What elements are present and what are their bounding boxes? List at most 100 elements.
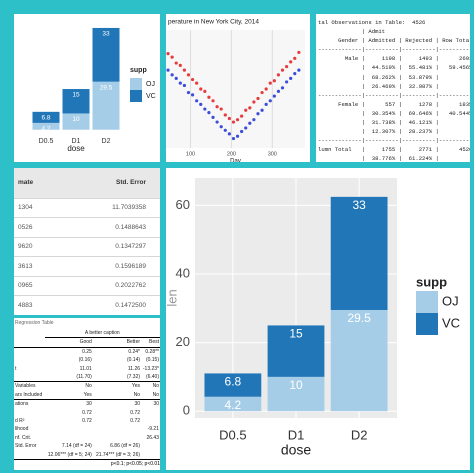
x-tick-label: 300 — [268, 151, 277, 157]
row: 0.25 0.24* 0.28** — [14, 347, 160, 356]
point — [195, 99, 199, 103]
point — [260, 108, 264, 112]
cell: 0.1472500 — [115, 302, 146, 309]
legend-label: OJ — [442, 293, 459, 308]
cell: 0.25 — [82, 348, 92, 355]
row: 0.72 0.72 — [14, 409, 160, 417]
value-label: 15 — [289, 327, 303, 341]
crosstab-line: | 26.469% | 32.987% | — [318, 82, 439, 90]
cell: (11.70) — [76, 374, 92, 381]
header-cell: Best — [148, 339, 159, 346]
point — [264, 102, 268, 106]
cell — [45, 434, 93, 442]
crosstab-line: | 38.776% | 61.224% | — [318, 155, 439, 162]
cell: (6.40) — [145, 374, 159, 381]
point — [211, 99, 215, 103]
bar-segment — [62, 113, 90, 130]
crosstab: tal Observations in Table: 4526 | Admit … — [318, 18, 470, 162]
point — [170, 55, 174, 59]
row: ations 30 30 30 — [14, 399, 160, 409]
cell — [141, 442, 160, 450]
point — [293, 72, 297, 76]
point — [244, 108, 248, 112]
legend-title: supp — [130, 67, 147, 74]
crosstab-line: -------------|----------|----------|----… — [318, 137, 470, 145]
point — [186, 73, 191, 77]
crosstab-line: | 31.738% | 46.121% | — [318, 119, 439, 127]
row: t 11.01 11.26 -13.23* — [14, 365, 160, 373]
point — [293, 56, 297, 60]
cell: -13.23* — [142, 365, 159, 372]
value-label: 29.5 — [100, 84, 113, 91]
cell: No — [85, 383, 92, 390]
y-tick-label: 0 — [183, 403, 190, 418]
cell — [14, 409, 45, 417]
point — [285, 80, 289, 84]
cell: 0.2022762 — [115, 282, 146, 290]
row: 12.06*** (df = 5; 24) 21.74*** (df = 3; 2… — [14, 451, 160, 459]
cell: 12.06*** (df = 5; 24) — [47, 451, 92, 458]
row: Std. Error 7.14 (df = 24) 6.86 (df = 26) — [14, 442, 160, 450]
row: 1304 11.7039358 — [14, 198, 160, 218]
point — [272, 79, 276, 83]
small-bar-panel: 4.2 6.8 D0.5 10 15 D1 29.5 33 D2 dose supp OJ VC — [14, 14, 160, 162]
bar-segment — [32, 122, 60, 130]
value-label: 33 — [102, 31, 110, 38]
estimates-table: mate Std. Error 1304 11.7039358 0526 0.148864… — [14, 168, 160, 315]
point — [215, 105, 219, 109]
point — [276, 73, 281, 77]
x-axis-label: Day — [230, 159, 241, 162]
header-cell — [14, 338, 45, 347]
point — [297, 50, 301, 55]
cell: 21.74*** (df = 3; 26) — [95, 451, 141, 458]
crosstab-line: | 68.262% | 53.879% | — [318, 73, 439, 81]
point — [235, 118, 240, 122]
bar-segment — [62, 89, 90, 114]
cell: 6.86 (df = 26) — [110, 443, 141, 450]
cell: Yes — [83, 391, 92, 398]
point — [178, 63, 182, 67]
cell: Yes — [131, 383, 141, 390]
point — [182, 68, 186, 72]
y-tick-label: 40 — [176, 265, 190, 280]
point — [182, 83, 186, 88]
regression-panel: Regression Table A better caption Good Bett… — [14, 318, 160, 470]
point — [256, 112, 260, 116]
point — [276, 89, 281, 93]
x-tick-label: D0.5 — [39, 138, 54, 145]
row: 9620 0.1347297 — [14, 237, 160, 257]
point — [227, 132, 231, 136]
row: ars Included Yes No No — [14, 391, 160, 400]
point — [285, 64, 289, 69]
big-bar-chart: 0 20 40 60 4.2 6.8 D0.5 10 15 D1 29.5 33 D2 dose len su… — [166, 178, 460, 458]
header-cell: mate — [18, 179, 34, 187]
cell: 11.7039358 — [112, 204, 146, 212]
cell: lihood — [15, 426, 29, 433]
point — [280, 68, 285, 72]
cell: d R² — [15, 418, 25, 425]
point — [244, 126, 248, 130]
crosstab-line: -------------|----------|----------|----… — [318, 91, 470, 99]
cell — [141, 417, 160, 425]
row: (11.70) (7.32) (6.40) — [14, 373, 160, 382]
cell: 30 — [86, 401, 92, 408]
legend-label: OJ — [146, 81, 155, 88]
row: 0526 0.1488643 — [14, 217, 160, 237]
point — [248, 106, 252, 110]
cell: 7.14 (df = 24) — [61, 443, 92, 450]
x-tick-label: 200 — [227, 151, 236, 157]
cell: 4883 — [18, 302, 33, 309]
crosstab-line: | Admit — [318, 28, 386, 36]
big-bar-panel: 0 20 40 60 4.2 6.8 D0.5 10 15 D1 29.5 33 D2 dose len su… — [166, 168, 470, 470]
bar-segment — [92, 27, 120, 82]
cell: (0.14) — [126, 357, 141, 364]
point — [223, 128, 227, 132]
point — [248, 121, 252, 125]
scatter-chart: 100 200 300 perature in New York City, 2014… — [166, 19, 305, 162]
point — [240, 114, 244, 118]
row: Variables No Yes No — [14, 381, 160, 391]
cell — [14, 347, 45, 356]
crosstab-line: Male | 1198 | 1493 | 2691 — [318, 55, 470, 63]
point — [195, 81, 199, 85]
cell — [14, 356, 45, 364]
